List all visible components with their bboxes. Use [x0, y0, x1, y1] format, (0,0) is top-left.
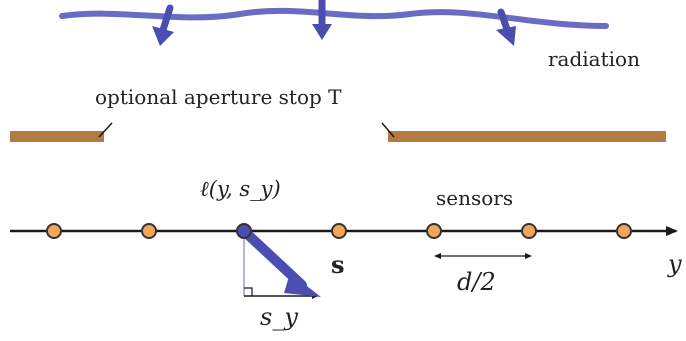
sensor-group: [46, 223, 632, 239]
spacing-label: d/2: [457, 268, 496, 296]
radiation-arrow: [496, 8, 516, 46]
sensor-dot: [141, 223, 157, 239]
aperture-leader-right: [381, 122, 395, 138]
aperture-label: optional aperture stop T: [95, 85, 342, 109]
sensors-label: sensors: [436, 186, 513, 210]
s-y-label: s_y: [260, 303, 298, 331]
sensor-dot: [426, 223, 442, 239]
sensor-dot-highlighted: [236, 223, 252, 239]
right-angle-mark: [244, 287, 253, 296]
axis-label: y: [667, 250, 682, 278]
aperture-stop-left: [10, 131, 104, 142]
sensor-dot: [46, 223, 62, 239]
aperture-leader-left: [98, 122, 113, 138]
direction-arrow-head: [284, 273, 321, 297]
radiation-arrow: [152, 4, 174, 46]
sensor-dot: [616, 223, 632, 239]
light-field-label: ℓ(y, s_y): [200, 177, 281, 201]
sensor-dot: [331, 223, 347, 239]
direction-vector-label: s: [331, 250, 345, 279]
aperture-stop-right: [388, 131, 666, 142]
radiation-arrow: [312, 0, 332, 40]
radiation-label: radiation: [548, 47, 640, 71]
radiation-wave: [59, 7, 609, 29]
sensor-dot: [521, 223, 537, 239]
spacing-arrow-head-right: [525, 253, 532, 259]
spacing-arrow-head-left: [434, 253, 441, 259]
